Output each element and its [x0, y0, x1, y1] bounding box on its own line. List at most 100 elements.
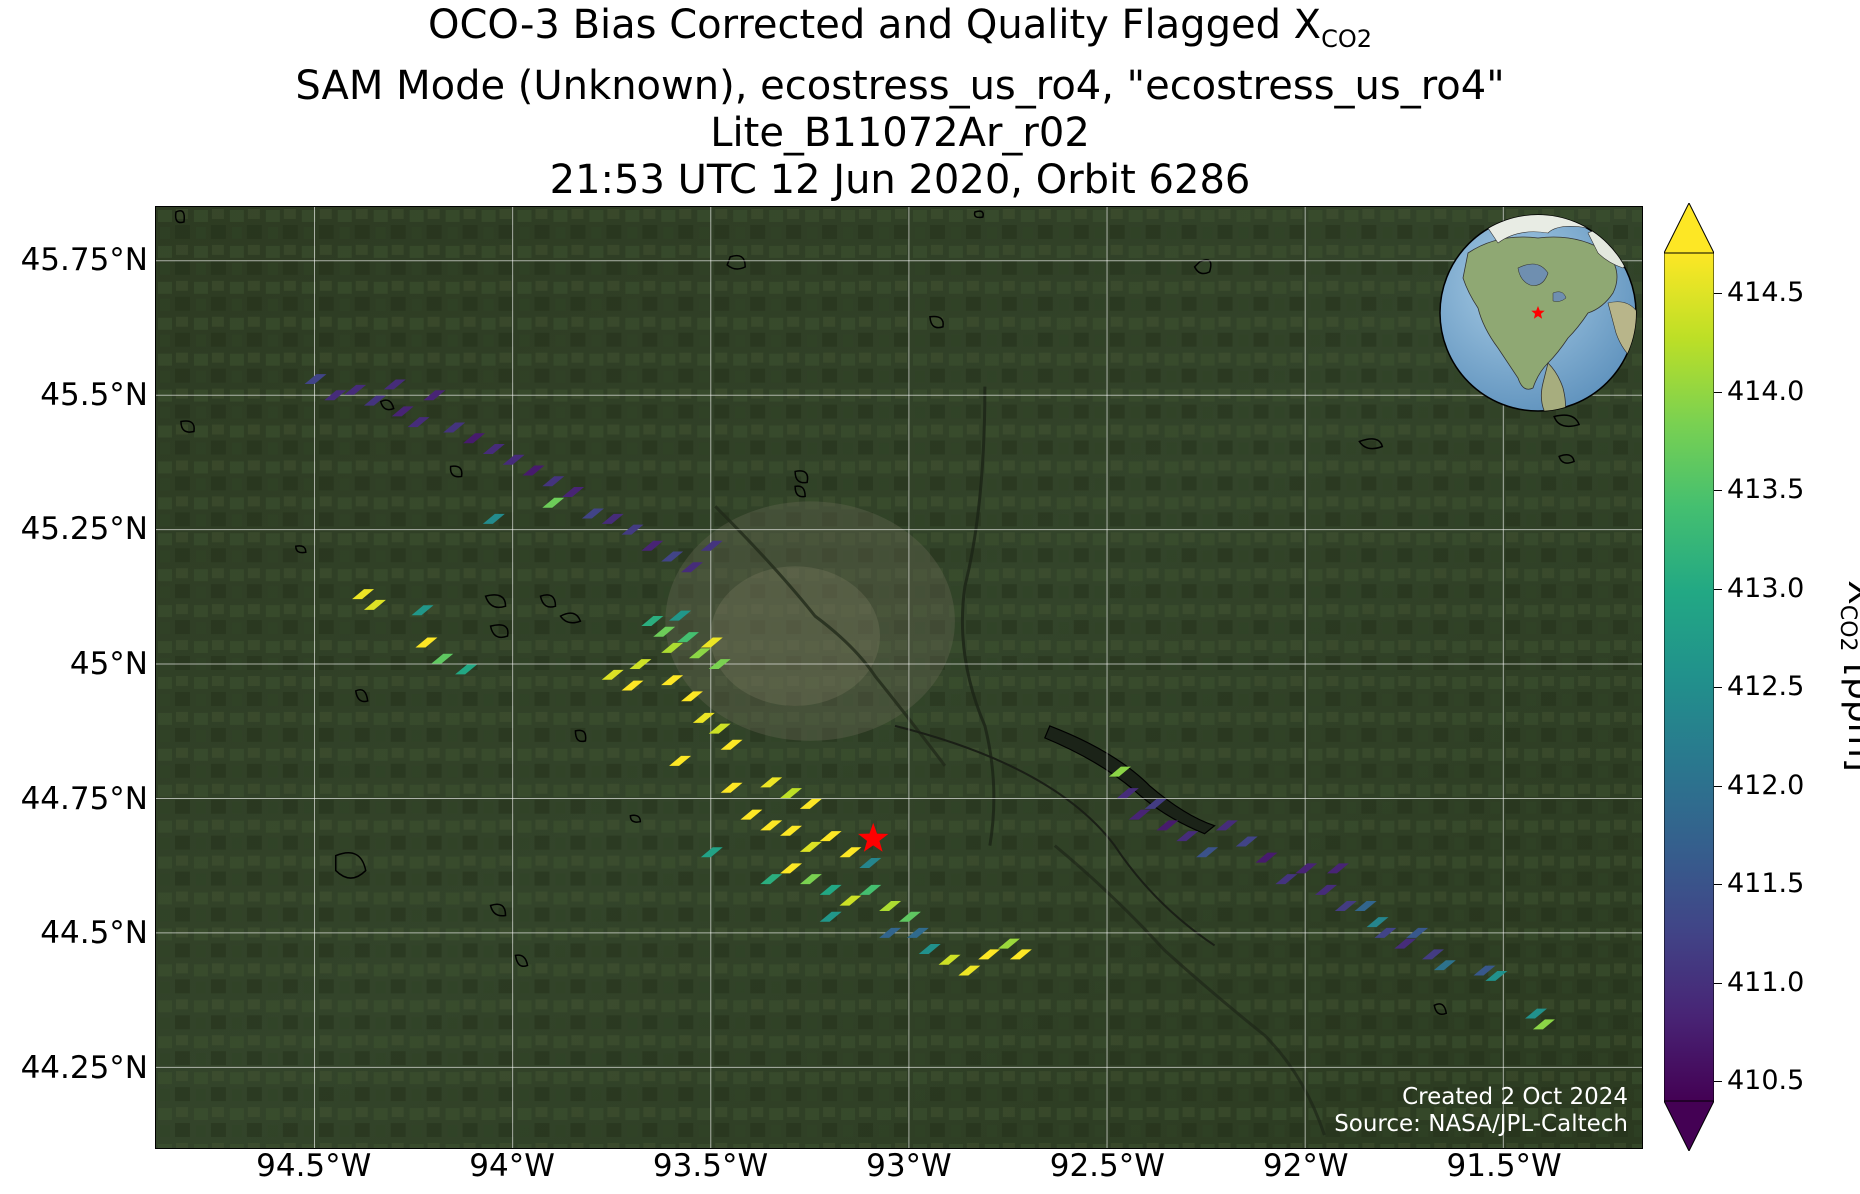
xco2-sounding [1366, 917, 1389, 928]
lat-tick-label: 44.5°N [40, 915, 148, 952]
lon-tick-label: 91.5°W [1446, 1148, 1562, 1184]
title-line-4: 21:53 UTC 12 Jun 2020, Orbit 6286 [549, 157, 1251, 203]
xco2-sounding [692, 712, 715, 723]
colorbar-gradient [1664, 252, 1714, 1102]
colorbar-tick-label: 412.0 [1727, 769, 1805, 801]
colorbar-tick-mark [1714, 391, 1722, 393]
lat-tick-label: 45.5°N [40, 376, 148, 413]
xco2-sounding [1525, 1008, 1547, 1019]
target-layer [858, 822, 889, 852]
xco2-sounding [502, 454, 525, 465]
xco2-sounding [1406, 927, 1429, 938]
lat-tick-label: 45.75°N [20, 241, 148, 278]
xco2-soundings [304, 374, 1555, 1030]
xco2-sounding [859, 884, 882, 895]
xco2-sounding [677, 632, 699, 643]
xco2-sounding [879, 901, 902, 912]
xco2-sounding [839, 895, 862, 906]
xco2-sounding [661, 675, 684, 686]
xco2-sounding [1255, 852, 1278, 863]
colorbar-tick-mark [1714, 490, 1722, 491]
xco2-sounding [780, 863, 803, 874]
xco2-sounding [780, 825, 803, 836]
xco2-sounding [1176, 831, 1199, 842]
colorbar-tick-mark [1714, 1081, 1722, 1082]
xco2-sounding [1116, 788, 1139, 799]
xco2-sounding [819, 884, 842, 895]
lon-tick-label: 94°W [469, 1148, 555, 1184]
xco2-sounding [700, 847, 723, 858]
xco2-sounding [1473, 965, 1496, 976]
xco2-sounding [455, 664, 478, 675]
xco2-sounding [363, 599, 386, 610]
colorbar-tick-label: 413.0 [1727, 572, 1805, 604]
river-bend [894, 724, 1216, 947]
xco2-sounding [1354, 901, 1377, 912]
xco2-sounding [780, 788, 803, 799]
xco2-sounding [708, 659, 731, 670]
xco2-sounding [879, 927, 902, 938]
xco2-sounding [819, 831, 842, 842]
xco2-sounding [443, 422, 466, 433]
xco2-sounding [1295, 863, 1318, 874]
globe-target-marker [1531, 306, 1545, 319]
lake-pepin [1044, 725, 1216, 835]
colorbar-label-prefix: X [1840, 580, 1860, 605]
colorbar-tick-mark [1714, 785, 1722, 787]
xco2-sounding [1532, 1019, 1555, 1030]
xco2-sounding [740, 809, 763, 820]
xco2-sounding [1334, 901, 1357, 912]
map-panel[interactable]: Created 2 Oct 2024 Source: NASA/JPL-Calt… [155, 206, 1643, 1149]
xco2-sounding [760, 820, 783, 831]
xco2-sounding [708, 723, 731, 734]
xco2-sounding [997, 938, 1020, 949]
xco2-sounding [720, 739, 743, 750]
xco2-sounding [688, 648, 711, 659]
xco2-sounding [700, 637, 723, 648]
lon-tick-label: 92.5°W [1049, 1148, 1165, 1184]
xco2-sounding [411, 605, 434, 616]
title-line-1: OCO-3 Bias Corrected and Quality Flagged… [155, 2, 1645, 63]
lake-outlines [174, 210, 1581, 1016]
lon-tick-label: 93°W [866, 1148, 952, 1184]
xco2-sounding [431, 653, 454, 664]
urban-core [710, 566, 881, 706]
xco2-sounding [918, 944, 941, 955]
xco2-sounding [1156, 820, 1179, 831]
xco2-sounding [661, 642, 684, 653]
lon-tick-label: 93.5°W [652, 1148, 769, 1184]
xco2-sounding [542, 497, 565, 508]
mississippi-river [714, 505, 947, 767]
colorbar-tick-label: 411.0 [1727, 966, 1805, 998]
xco2-sounding [1128, 809, 1151, 820]
xco2-sounding [669, 755, 692, 766]
xco2-sounding [629, 659, 652, 670]
xco2-sounding [799, 798, 822, 809]
farmland-texture [156, 207, 1642, 1148]
lat-tick-label: 44.25°N [20, 1050, 148, 1087]
xco2-sounding [1421, 949, 1444, 960]
globe-star [1531, 306, 1545, 319]
xco2-sounding [1433, 960, 1456, 971]
xco2-sounding [1326, 863, 1349, 874]
colorbar-tick-mark [1714, 884, 1722, 885]
xco2-sounding [898, 911, 921, 922]
colorbar [1664, 203, 1714, 1151]
colorbar-tick-label: 414.5 [1727, 277, 1805, 308]
lon-tick-label: 92°W [1262, 1148, 1349, 1184]
xco2-sounding [601, 669, 624, 680]
colorbar-label-units: [ppm] [1840, 662, 1860, 772]
credit-created: Created 2 Oct 2024 [1402, 1084, 1628, 1110]
xco2-sounding [669, 610, 692, 621]
urban-area [665, 501, 955, 741]
colorbar-tick-label: 413.5 [1727, 474, 1805, 505]
lon-tick-label: 94.5°W [256, 1148, 372, 1184]
xco2-sounding [482, 443, 505, 454]
xco2-sounding [760, 777, 783, 788]
xco2-sounding [621, 524, 644, 535]
colorbar-extend-min [1664, 1100, 1714, 1151]
xco2-sounding [463, 433, 485, 444]
lat-tick-label: 45°N [69, 646, 148, 683]
xco2-sounding [363, 395, 386, 406]
xco2-sounding [304, 374, 327, 385]
